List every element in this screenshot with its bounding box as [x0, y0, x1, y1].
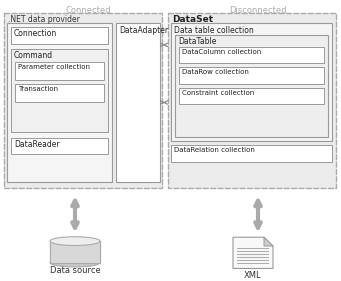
Bar	[179, 67, 324, 84]
Bar	[11, 49, 108, 132]
Polygon shape	[264, 237, 273, 246]
Text: DataRow collection: DataRow collection	[182, 69, 249, 75]
Text: Constraint collection: Constraint collection	[182, 90, 254, 96]
Bar	[11, 138, 108, 154]
Text: Connected: Connected	[65, 6, 111, 15]
Text: Transaction: Transaction	[18, 86, 58, 92]
Bar	[4, 13, 162, 188]
Bar	[171, 23, 332, 140]
Text: DataReader: DataReader	[14, 140, 60, 149]
Text: Data table collection: Data table collection	[174, 26, 254, 35]
Text: Data source: Data source	[50, 266, 100, 275]
Bar	[7, 23, 112, 182]
Bar	[116, 23, 160, 182]
Text: DataTable: DataTable	[178, 37, 217, 46]
Text: Parameter collection: Parameter collection	[18, 64, 90, 71]
Text: DataRelation collection: DataRelation collection	[174, 148, 255, 153]
Polygon shape	[233, 237, 273, 268]
Text: DataAdapter: DataAdapter	[119, 26, 168, 35]
Bar	[168, 13, 336, 188]
Bar	[175, 35, 328, 137]
Bar	[50, 241, 100, 263]
Ellipse shape	[50, 258, 100, 267]
Text: Command: Command	[14, 51, 53, 60]
Ellipse shape	[50, 237, 100, 246]
Bar	[171, 146, 332, 162]
Text: Connection: Connection	[14, 29, 57, 38]
Text: XML: XML	[244, 271, 262, 280]
Bar	[50, 241, 100, 263]
Text: Disconnected: Disconnected	[229, 6, 287, 15]
Bar	[179, 47, 324, 64]
Text: DataColumn collection: DataColumn collection	[182, 49, 261, 55]
Bar	[179, 88, 324, 105]
Text: .NET data provider: .NET data provider	[8, 15, 80, 24]
Bar	[15, 84, 104, 101]
Bar	[11, 27, 108, 44]
Bar	[15, 62, 104, 80]
Text: DataSet: DataSet	[172, 15, 213, 24]
